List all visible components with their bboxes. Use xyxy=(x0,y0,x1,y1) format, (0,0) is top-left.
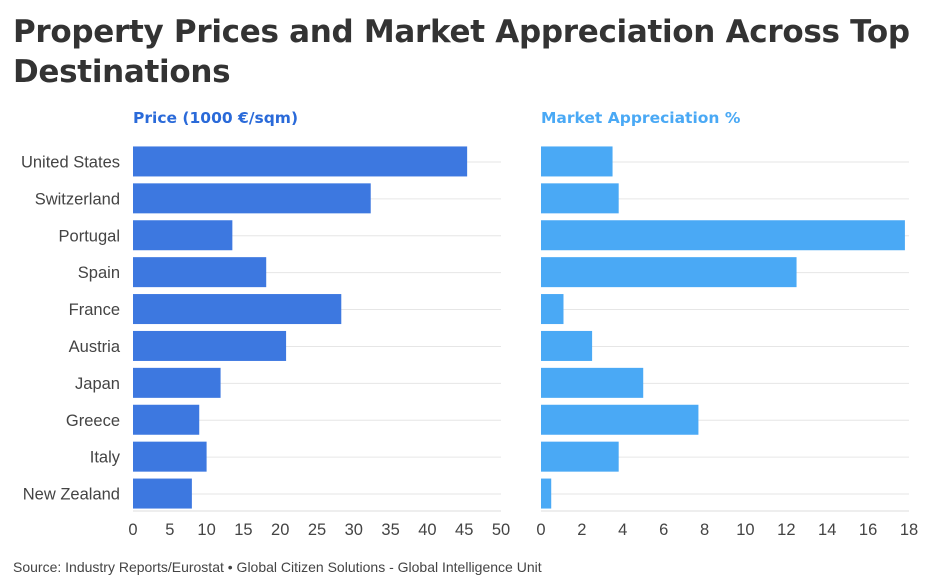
appreciation-tick-label: 2 xyxy=(577,521,586,539)
appreciation-tick-label: 18 xyxy=(900,521,918,539)
appreciation-bar-austria xyxy=(541,330,593,361)
appreciation-tick-label: 10 xyxy=(736,521,754,539)
appreciation-tick-label: 8 xyxy=(700,521,709,539)
price-bar-italy xyxy=(133,441,207,472)
category-label-united-states: United States xyxy=(21,153,120,171)
chart-title: Property Prices and Market Appreciation … xyxy=(13,14,910,90)
category-label-greece: Greece xyxy=(66,412,120,430)
price-bar-france xyxy=(133,294,342,325)
category-label-france: France xyxy=(69,301,120,319)
appreciation-bar-united-states xyxy=(541,146,613,177)
source-note: Source: Industry Reports/Eurostat • Glob… xyxy=(13,559,542,575)
appreciation-tick-label: 12 xyxy=(777,521,795,539)
price-tick-label: 40 xyxy=(418,521,436,539)
appreciation-bar-switzerland xyxy=(541,183,619,214)
price-tick-label: 50 xyxy=(492,521,510,539)
appreciation-bar-greece xyxy=(541,404,699,435)
category-label-new-zealand: New Zealand xyxy=(23,486,120,504)
appreciation-bar-france xyxy=(541,294,564,325)
category-label-italy: Italy xyxy=(90,449,121,467)
price-tick-label: 35 xyxy=(381,521,399,539)
price-panel-title: Price (1000 €/sqm) xyxy=(133,109,299,127)
price-tick-label: 30 xyxy=(345,521,363,539)
appreciation-tick-label: 6 xyxy=(659,521,668,539)
appreciation-panel-title: Market Appreciation % xyxy=(541,109,741,127)
appreciation-tick-label: 14 xyxy=(818,521,836,539)
price-tick-label: 20 xyxy=(271,521,289,539)
appreciation-bar-portugal xyxy=(541,220,905,251)
appreciation-tick-label: 4 xyxy=(618,521,627,539)
appreciation-bar-new-zealand xyxy=(541,478,552,509)
price-bar-switzerland xyxy=(133,183,371,214)
appreciation-tick-label: 0 xyxy=(536,521,545,539)
appreciation-bar-spain xyxy=(541,257,797,288)
price-bar-new-zealand xyxy=(133,478,192,509)
appreciation-tick-label: 16 xyxy=(859,521,877,539)
appreciation-bar-japan xyxy=(541,367,644,398)
price-tick-label: 10 xyxy=(197,521,215,539)
price-bar-austria xyxy=(133,330,287,361)
price-tick-label: 15 xyxy=(234,521,252,539)
category-label-austria: Austria xyxy=(69,338,121,356)
appreciation-bar-italy xyxy=(541,441,619,472)
price-tick-label: 25 xyxy=(308,521,326,539)
category-label-spain: Spain xyxy=(78,264,120,282)
price-bar-japan xyxy=(133,367,221,398)
price-bar-united-states xyxy=(133,146,468,177)
category-label-switzerland: Switzerland xyxy=(35,190,120,208)
category-label-portugal: Portugal xyxy=(59,227,120,245)
price-bar-greece xyxy=(133,404,200,435)
price-tick-label: 5 xyxy=(165,521,174,539)
price-bar-spain xyxy=(133,257,267,288)
category-label-japan: Japan xyxy=(75,375,120,393)
price-bar-portugal xyxy=(133,220,233,251)
price-tick-label: 0 xyxy=(128,521,137,539)
price-tick-label: 45 xyxy=(455,521,473,539)
